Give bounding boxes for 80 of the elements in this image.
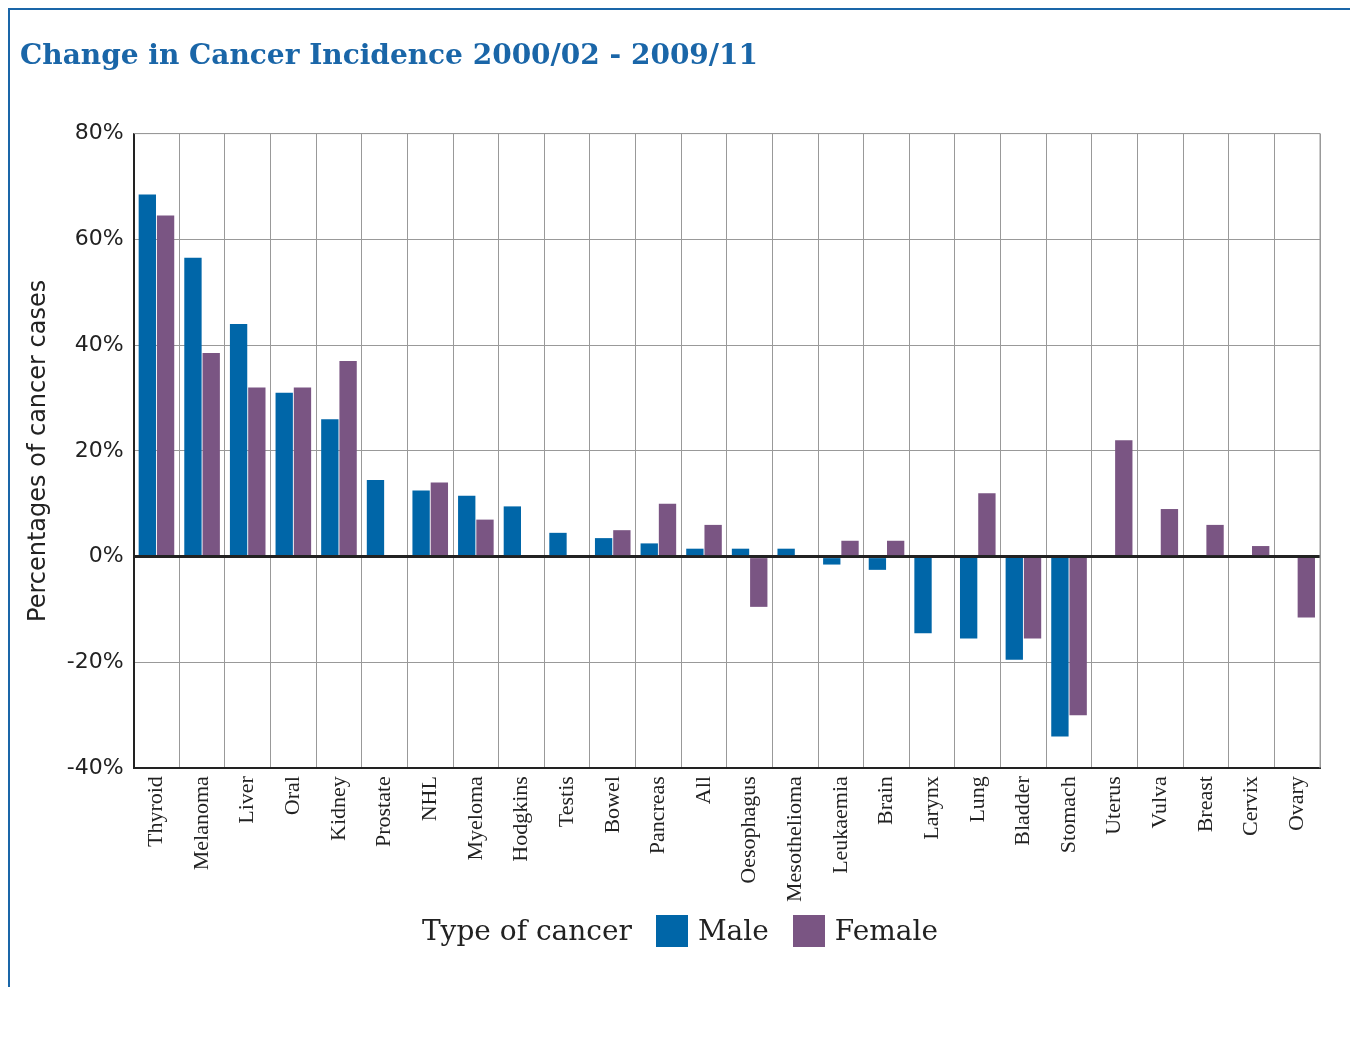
y-tick-label: -20% [66, 648, 124, 674]
bar [1160, 509, 1179, 556]
bar [1051, 558, 1069, 737]
bar [750, 558, 768, 607]
bar [321, 419, 339, 556]
bar [549, 532, 567, 556]
bar [704, 524, 722, 556]
bar [366, 479, 385, 556]
bar [202, 353, 220, 556]
x-tick-label: Melanoma [187, 775, 213, 871]
x-tick-label: All [689, 776, 715, 805]
x-tick-label: Hodgkins [507, 776, 533, 862]
x-tick-label: Liver [233, 775, 259, 824]
y-tick-label: 0% [88, 542, 124, 568]
bar [430, 482, 449, 556]
bar [823, 558, 841, 565]
bar [1297, 558, 1315, 618]
y-tick-label: -40% [66, 753, 124, 779]
bar [841, 540, 859, 556]
bar [1206, 524, 1224, 556]
bar [248, 387, 266, 556]
bar [458, 495, 476, 556]
x-tick-label: Kidney [324, 776, 350, 841]
bar [959, 558, 978, 639]
x-tick-label: Brain [872, 776, 898, 826]
bar [1023, 558, 1042, 639]
bar [412, 490, 430, 556]
bar [293, 387, 312, 556]
bar [156, 215, 175, 556]
x-tick-label: Oral [279, 776, 305, 816]
bar [503, 506, 522, 556]
y-tick-label: 60% [74, 225, 124, 251]
x-tick-label: Pancreas [644, 776, 670, 855]
x-tick-label: Leukaemia [826, 775, 852, 874]
bar [868, 558, 887, 570]
x-tick-label: Uterus [1100, 776, 1126, 835]
x-tick-label: Prostate [370, 776, 396, 848]
bar [1115, 440, 1133, 556]
bar [184, 257, 202, 556]
x-tick-label: Stomach [1054, 776, 1080, 854]
bar [476, 519, 494, 556]
bar [658, 503, 677, 556]
x-tick-label: Vulva [1146, 775, 1172, 829]
bar [731, 548, 750, 556]
bar [686, 548, 704, 556]
bar [978, 493, 996, 556]
legend-label: Female [834, 914, 939, 947]
bar [640, 543, 658, 556]
chart-title: Change in Cancer Incidence 2000/02 - 2009/11 [20, 38, 759, 72]
bar [914, 558, 932, 634]
bar [594, 538, 613, 556]
x-tick-label: Testis [552, 776, 578, 828]
x-tick-label: Mesothelioma [781, 775, 807, 903]
x-tick-label: NHL [416, 776, 442, 822]
bar [275, 392, 293, 556]
x-tick-label: Larynx [917, 776, 943, 840]
bar [1252, 546, 1270, 556]
y-tick-label: 80% [74, 119, 124, 145]
legend-title: Type of cancer [421, 914, 632, 947]
bar [1005, 558, 1023, 660]
y-tick-label: 20% [74, 436, 124, 462]
x-tick-label: Thyroid [142, 776, 168, 848]
bar [339, 360, 357, 556]
y-tick-label: 40% [74, 330, 124, 356]
x-tick-label: Cervix [1237, 776, 1263, 837]
y-axis-title: Percentages of cancer cases [22, 279, 51, 622]
bar [613, 530, 631, 556]
bar [229, 323, 248, 556]
x-tick-label: Ovary [1282, 776, 1308, 832]
x-tick-label: Lung [963, 776, 989, 823]
bar [886, 540, 905, 556]
x-tick-label: Bladder [1009, 775, 1035, 846]
x-tick-label: Breast [1191, 776, 1217, 833]
bar [1069, 558, 1087, 716]
x-tick-label: Myeloma [461, 775, 487, 861]
x-tick-label: Bowel [598, 776, 624, 834]
legend-label: Male [697, 914, 769, 947]
bar [777, 548, 795, 556]
x-tick-label: Oesophagus [735, 776, 761, 884]
bar [138, 194, 156, 556]
